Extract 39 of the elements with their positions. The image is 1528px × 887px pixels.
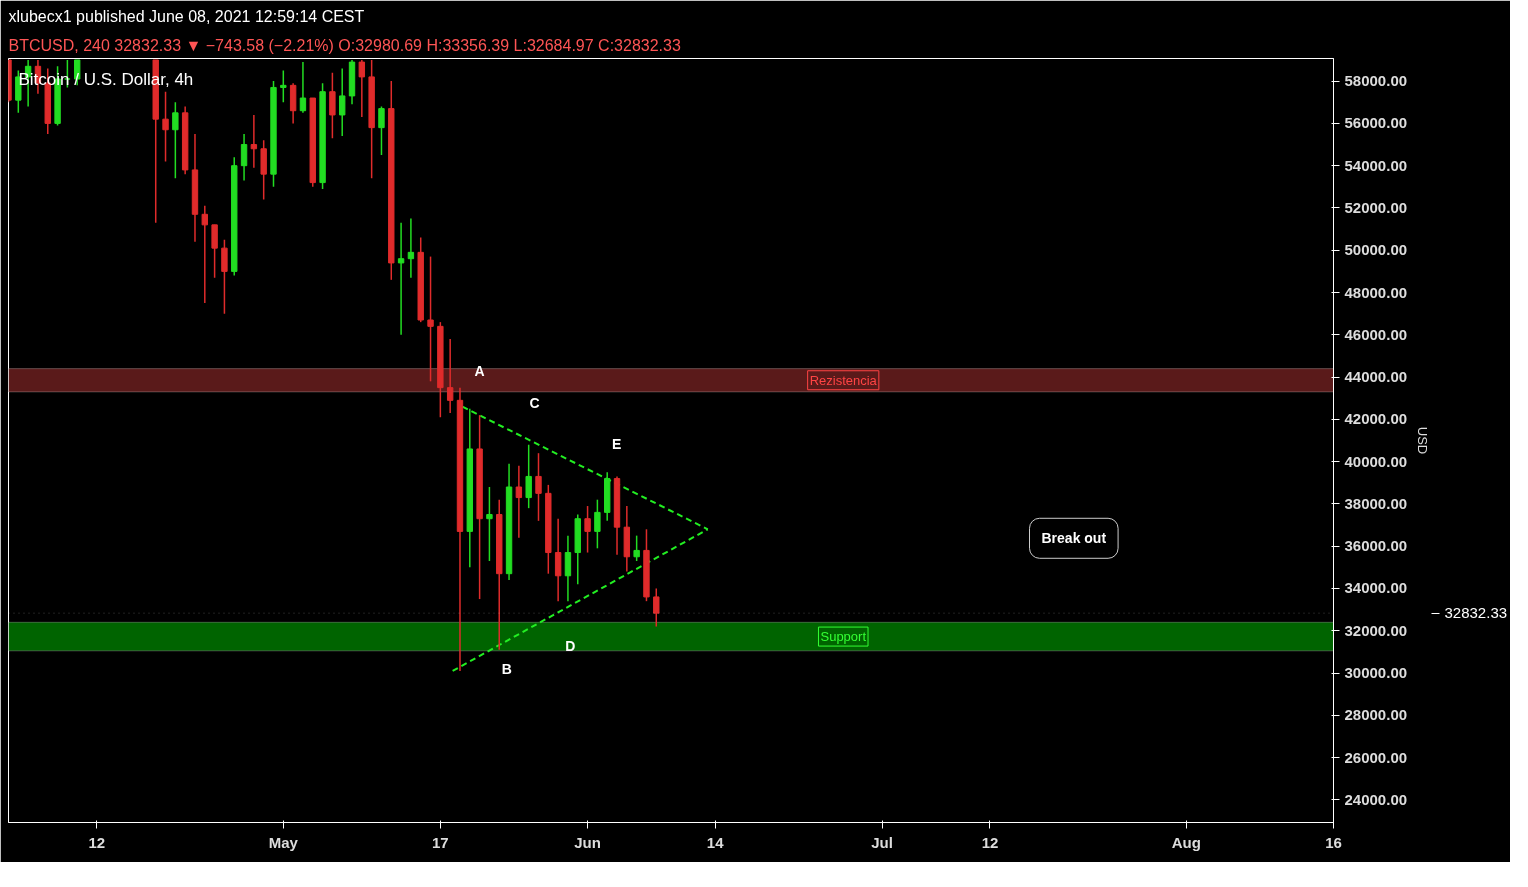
y-axis-title: USD [1415,426,1431,455]
y-tick-label: 56000.00 [1344,114,1408,132]
y-tick-label: 24000.00 [1344,790,1408,808]
y-tick-label: 26000.00 [1344,748,1408,766]
x-tick-label: Jul [871,833,893,851]
y-tick-label: 38000.00 [1344,494,1408,512]
annotation: C [529,395,540,412]
x-tick-label: 17 [432,833,449,851]
annotation: A [474,362,485,379]
y-tick-label: 40000.00 [1344,452,1408,470]
y-tick-label: 44000.00 [1344,368,1408,386]
y-tick-label: 32000.00 [1344,621,1408,639]
text: BTCUSD, 240 32832.33 ▼ −743.58 (−2.21%) O:32980.69 H:33356.39 L:32684.97 C:32832.33 [8,36,681,54]
y-tick-label: 50000.00 [1344,241,1408,259]
y-tick-label: 52000.00 [1344,198,1408,216]
x-tick-label: Jun [574,833,601,851]
annotation: B [501,660,512,677]
x-tick-label: 16 [1325,833,1342,851]
x-tick-label: 14 [706,833,725,851]
y-tick-label: 36000.00 [1344,537,1408,555]
x-tick-label: 12 [88,833,106,851]
y-tick-label: 30000.00 [1344,664,1408,682]
chart-subtitle: xlubecx1 published June 08, 2021 12:59:14 CEST [8,7,365,25]
band-label: Rezistencia [809,372,878,388]
x-tick-label: 12 [981,833,999,851]
y-tick-label: 54000.00 [1344,156,1408,174]
band-label: Support [820,629,867,645]
x-tick-label: May [268,833,299,851]
y-tick-label: 28000.00 [1344,706,1408,724]
y-tick-label: 48000.00 [1344,283,1408,301]
annotation: Break out [1041,530,1107,547]
y-tick-label: 46000.00 [1344,325,1408,343]
y-tick-label: 34000.00 [1344,579,1408,597]
ref-line-label: 32832.33 [1444,604,1508,622]
y-tick-label: 58000.00 [1344,72,1408,90]
x-tick-label: Aug [1171,833,1201,851]
y-tick-label: 42000.00 [1344,410,1408,428]
annotation: E [612,436,622,453]
annotation: D [565,637,576,654]
